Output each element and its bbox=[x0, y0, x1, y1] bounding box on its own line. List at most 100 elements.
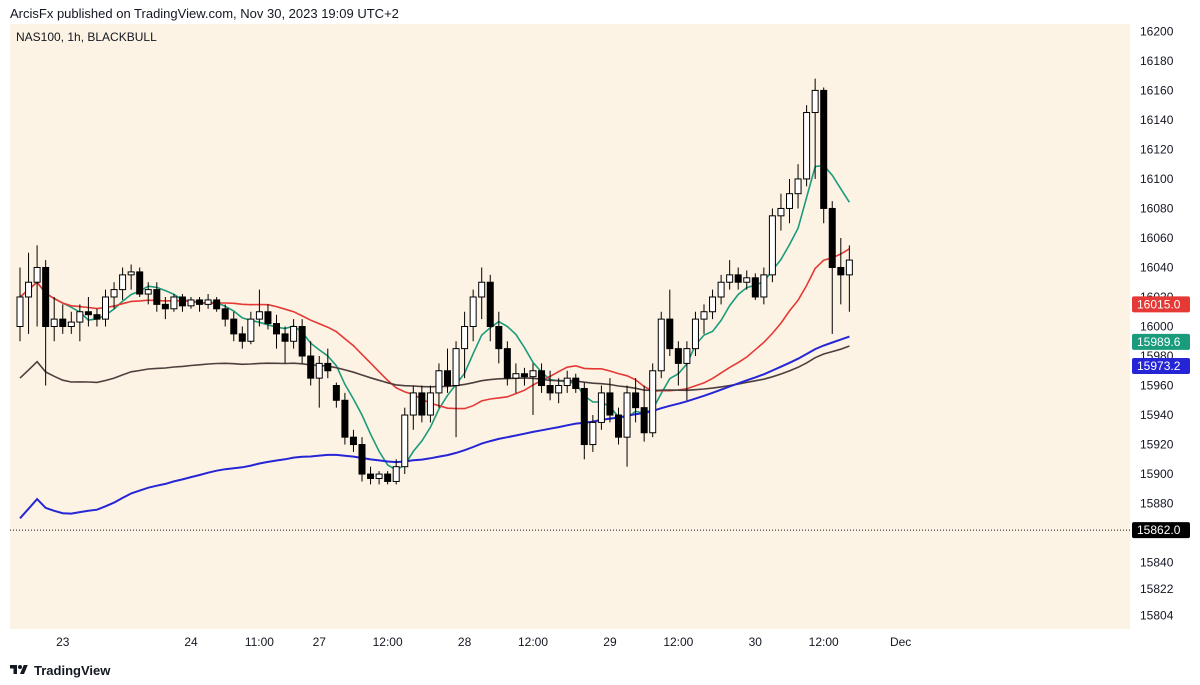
candle-body bbox=[486, 281, 494, 328]
candle bbox=[204, 294, 212, 309]
candle-body bbox=[589, 421, 597, 446]
candle bbox=[606, 378, 614, 423]
candle bbox=[845, 245, 853, 312]
candle-body bbox=[811, 89, 819, 114]
price-tick-label: 16120 bbox=[1140, 142, 1174, 156]
candle bbox=[76, 304, 84, 342]
candle-body bbox=[512, 373, 520, 379]
candle-body bbox=[444, 370, 451, 387]
candle bbox=[751, 273, 759, 300]
candle-body bbox=[358, 444, 366, 475]
candle bbox=[726, 260, 734, 290]
candle bbox=[768, 208, 776, 283]
candle-body bbox=[42, 266, 50, 328]
price-tick-label: 15900 bbox=[1140, 467, 1174, 481]
candle-body bbox=[332, 385, 340, 401]
candle-body bbox=[743, 277, 751, 283]
candle bbox=[520, 367, 528, 386]
candle bbox=[469, 289, 477, 342]
candle bbox=[597, 385, 605, 430]
candle bbox=[281, 326, 289, 364]
candle bbox=[93, 308, 101, 327]
series-2-value-label: 16015.0 bbox=[1137, 297, 1181, 311]
candle-body bbox=[461, 326, 469, 350]
candle-body bbox=[726, 274, 734, 283]
price-chart[interactable]: NAS100, 1h, BLACKBULL 15804 15822 15840 158… bbox=[0, 24, 1200, 654]
price-tick-label: 15940 bbox=[1140, 408, 1174, 422]
price-tick-label: 15822 bbox=[1140, 582, 1174, 596]
candle-body bbox=[255, 311, 263, 320]
candle bbox=[409, 385, 417, 430]
candle bbox=[743, 270, 751, 290]
plot-background bbox=[10, 24, 1130, 629]
candle bbox=[683, 341, 691, 401]
candle-body bbox=[367, 473, 375, 479]
candle bbox=[110, 282, 118, 309]
candle bbox=[238, 326, 246, 349]
time-tick-label: 12:00 bbox=[663, 635, 693, 649]
candle-body bbox=[777, 207, 785, 217]
candle bbox=[367, 466, 375, 485]
candle-body bbox=[478, 281, 486, 298]
candle bbox=[837, 237, 845, 305]
candle-body bbox=[469, 296, 477, 327]
time-tick-label: 12:00 bbox=[809, 635, 839, 649]
time-axis-background bbox=[0, 629, 1200, 654]
candle-body bbox=[683, 348, 691, 364]
candle-body bbox=[67, 321, 75, 328]
candle-body bbox=[803, 112, 811, 180]
candles bbox=[16, 78, 853, 485]
candle bbox=[452, 341, 460, 438]
candle-body bbox=[649, 370, 657, 434]
candle bbox=[426, 385, 434, 423]
candle bbox=[538, 363, 546, 393]
candle-body bbox=[623, 392, 631, 438]
series-2-value-label-box bbox=[1132, 296, 1190, 313]
candle-body bbox=[657, 318, 665, 372]
candle bbox=[119, 267, 127, 300]
candle-body bbox=[221, 308, 229, 320]
candle bbox=[341, 392, 349, 445]
candle bbox=[221, 304, 229, 327]
candle bbox=[777, 193, 785, 231]
candle bbox=[666, 289, 674, 357]
candle-body bbox=[238, 333, 246, 342]
candle-body bbox=[136, 271, 144, 295]
candle bbox=[486, 274, 494, 342]
candle-body bbox=[341, 399, 349, 438]
candle-body bbox=[273, 323, 280, 335]
price-tick-label: 15880 bbox=[1140, 497, 1174, 511]
candle-body bbox=[546, 385, 554, 394]
price-tick-label: 16080 bbox=[1140, 201, 1174, 215]
time-tick-label: 24 bbox=[184, 635, 198, 649]
candle bbox=[495, 311, 503, 364]
candle-body bbox=[127, 271, 135, 276]
candle-body bbox=[597, 392, 605, 423]
value-labels: 16015.0 15989.6 15973.2 15862.0 bbox=[1132, 296, 1190, 539]
candle bbox=[444, 348, 451, 393]
time-axis[interactable]: 23 24 11:00 27 12:00 28 12:00 29 12:00 30 12:00 Dec bbox=[0, 629, 1200, 654]
candle-body bbox=[615, 414, 622, 438]
candle bbox=[33, 245, 41, 327]
candle-body bbox=[281, 333, 289, 342]
candle bbox=[734, 267, 742, 290]
candle-body bbox=[700, 311, 708, 320]
candle-body bbox=[204, 299, 212, 305]
candle-body bbox=[324, 362, 332, 372]
candle bbox=[290, 319, 298, 349]
time-tick-label: Dec bbox=[890, 635, 911, 649]
candle-body bbox=[401, 414, 409, 468]
candle-body bbox=[110, 289, 118, 298]
time-tick-label: 23 bbox=[56, 635, 70, 649]
candle bbox=[298, 319, 306, 364]
candle bbox=[349, 429, 357, 452]
price-tick-label: 15804 bbox=[1140, 609, 1174, 623]
candle bbox=[170, 294, 178, 312]
candle-body bbox=[734, 274, 742, 283]
candle bbox=[384, 471, 392, 485]
candle-body bbox=[161, 303, 169, 310]
price-tick-label: 16140 bbox=[1140, 113, 1174, 127]
candle-body bbox=[580, 387, 588, 446]
candle bbox=[358, 437, 366, 482]
candle bbox=[187, 296, 195, 309]
